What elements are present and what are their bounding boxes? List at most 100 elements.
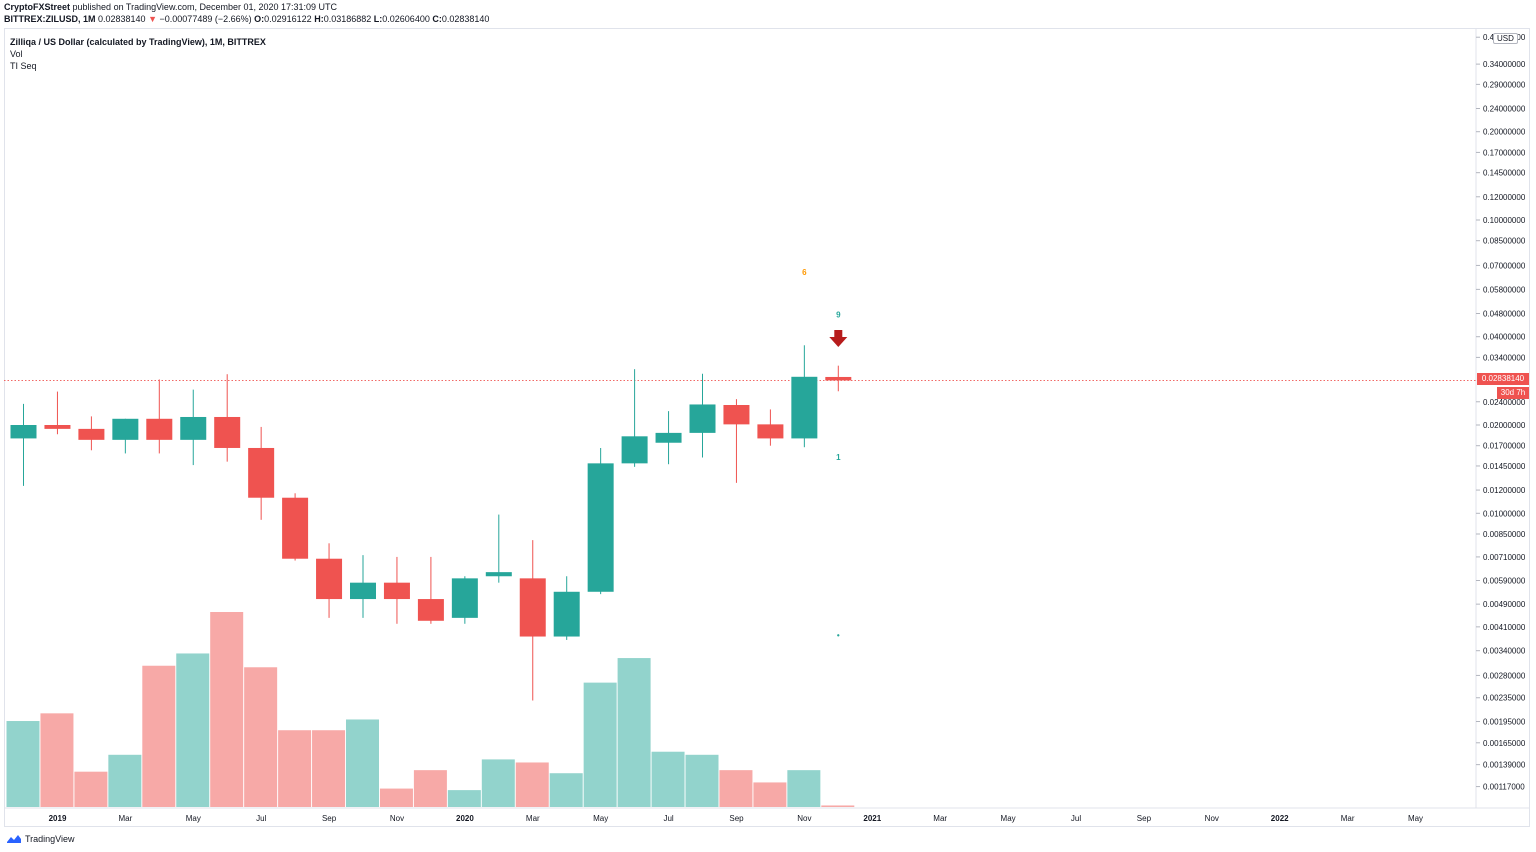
candle-body [146, 418, 173, 440]
author-name[interactable]: CryptoFXStreet [4, 2, 71, 12]
x-tick-label: Mar [933, 814, 947, 823]
volume-bar [346, 719, 379, 807]
candle-body [383, 582, 410, 600]
candle-body [485, 572, 512, 577]
x-tick-label: Nov [797, 814, 811, 823]
legend-indicator[interactable]: TI Seq [10, 61, 37, 71]
y-tick-label: 0.00139000 [1483, 761, 1526, 770]
x-tick-label: May [186, 814, 201, 823]
volume-bar [6, 721, 40, 807]
x-tick-label: Sep [322, 814, 337, 823]
y-tick-label: 0.00850000 [1483, 530, 1526, 539]
candle-body [248, 447, 275, 498]
x-tick-label: Jul [256, 814, 266, 823]
y-tick-label: 0.02000000 [1483, 421, 1526, 430]
x-tick-label: Nov [390, 814, 404, 823]
candle-body [417, 599, 444, 621]
volume-bar [244, 667, 278, 807]
y-tick-label: 0.01200000 [1483, 486, 1526, 495]
volume-bar [176, 653, 210, 807]
footer-brand[interactable]: TradingView [6, 834, 75, 844]
volume-bar [210, 612, 244, 807]
volume-bar [108, 754, 142, 807]
y-tick-label: 0.29000000 [1483, 80, 1526, 89]
y-tick-label: 0.01000000 [1483, 509, 1526, 518]
td-seq-label: 6 [802, 268, 807, 277]
x-tick-label: Mar [526, 814, 540, 823]
y-tick-label: 0.01700000 [1483, 442, 1526, 451]
x-tick-label: Nov [1205, 814, 1219, 823]
y-tick-label: 0.24000000 [1483, 104, 1526, 113]
y-tick-label: 0.00195000 [1483, 718, 1526, 727]
candle-body [655, 432, 682, 443]
x-tick-label: 2022 [1271, 814, 1289, 823]
candle-body [689, 404, 716, 433]
td-seq-label: 9 [836, 311, 841, 320]
y-tick-label: 0.00165000 [1483, 739, 1526, 748]
volume-bar [413, 770, 447, 807]
candle-body [825, 376, 852, 381]
y-tick-label: 0.10000000 [1483, 216, 1526, 225]
last-price: 0.02838140 [98, 14, 146, 24]
brand-name: TradingView [25, 834, 75, 844]
y-tick-label: 0.34000000 [1483, 60, 1526, 69]
y-tick-label: 0.00490000 [1483, 600, 1526, 609]
x-tick-label: Mar [119, 814, 133, 823]
ohlc-line: BITTREX:ZILUSD, 1M 0.02838140 ▼ −0.00077… [4, 14, 489, 24]
y-tick-label: 0.00710000 [1483, 553, 1526, 562]
y-tick-label: 0.14500000 [1483, 169, 1526, 178]
volume-bar [481, 759, 515, 807]
y-tick-label: 0.00235000 [1483, 694, 1526, 703]
down-triangle-icon: ▼ [148, 14, 158, 24]
volume-bar [549, 773, 583, 807]
y-tick-label: 0.00117000 [1483, 783, 1525, 792]
y-tick-label: 0.00590000 [1483, 576, 1526, 585]
candle-body [350, 582, 376, 600]
close-value: 0.02838140 [441, 14, 490, 24]
candle-body [44, 425, 71, 429]
legend-volume[interactable]: Vol [10, 49, 23, 59]
volume-bar [278, 730, 312, 807]
y-tick-label: 0.00410000 [1483, 623, 1526, 632]
currency-badge[interactable]: USD [1493, 33, 1518, 44]
candle-body [180, 416, 207, 440]
high-value: 0.03186882 [323, 14, 372, 24]
candle-body [282, 497, 309, 559]
y-tick-label: 0.00280000 [1483, 671, 1526, 680]
candle-body [723, 405, 750, 425]
y-tick-label: 0.12000000 [1483, 193, 1526, 202]
volume-bar [719, 770, 753, 807]
sell-arrow-icon [829, 330, 848, 347]
volume-bar [583, 682, 617, 807]
x-tick-label: Jul [1071, 814, 1081, 823]
publish-info: published on TradingView.com, December 0… [72, 2, 338, 12]
x-tick-label: May [1408, 814, 1423, 823]
volume-bar [821, 805, 855, 807]
candle-body [621, 436, 648, 464]
open-label: O: [254, 14, 265, 24]
volume-bar [515, 762, 549, 807]
candle-body [10, 425, 37, 439]
countdown-badge: 30d 7h [1497, 387, 1529, 399]
x-tick-label: Sep [1137, 814, 1152, 823]
tradingview-logo-icon [7, 835, 21, 843]
x-tick-label: Jul [663, 814, 673, 823]
y-tick-label: 0.04800000 [1483, 309, 1526, 318]
candle-body [316, 558, 343, 600]
candle-body [587, 463, 614, 592]
x-tick-label: Sep [729, 814, 744, 823]
x-tick-label: 2020 [456, 814, 474, 823]
y-tick-label: 0.20000000 [1483, 128, 1526, 137]
volume-bars [6, 612, 855, 807]
volume-bar [379, 788, 413, 807]
x-tick-label: 2019 [49, 814, 67, 823]
volume-bar [312, 730, 346, 807]
y-tick-label: 0.02400000 [1483, 398, 1526, 407]
td-sequential-labels: 6 9 1 • [802, 268, 841, 640]
volume-bar [753, 782, 787, 807]
current-price-badge: 0.02838140 [1477, 373, 1529, 385]
x-tick-label: 2021 [863, 814, 881, 823]
legend-title[interactable]: Zilliqa / US Dollar (calculated by Tradi… [10, 37, 266, 47]
y-tick-label: 0.04000000 [1483, 333, 1526, 342]
